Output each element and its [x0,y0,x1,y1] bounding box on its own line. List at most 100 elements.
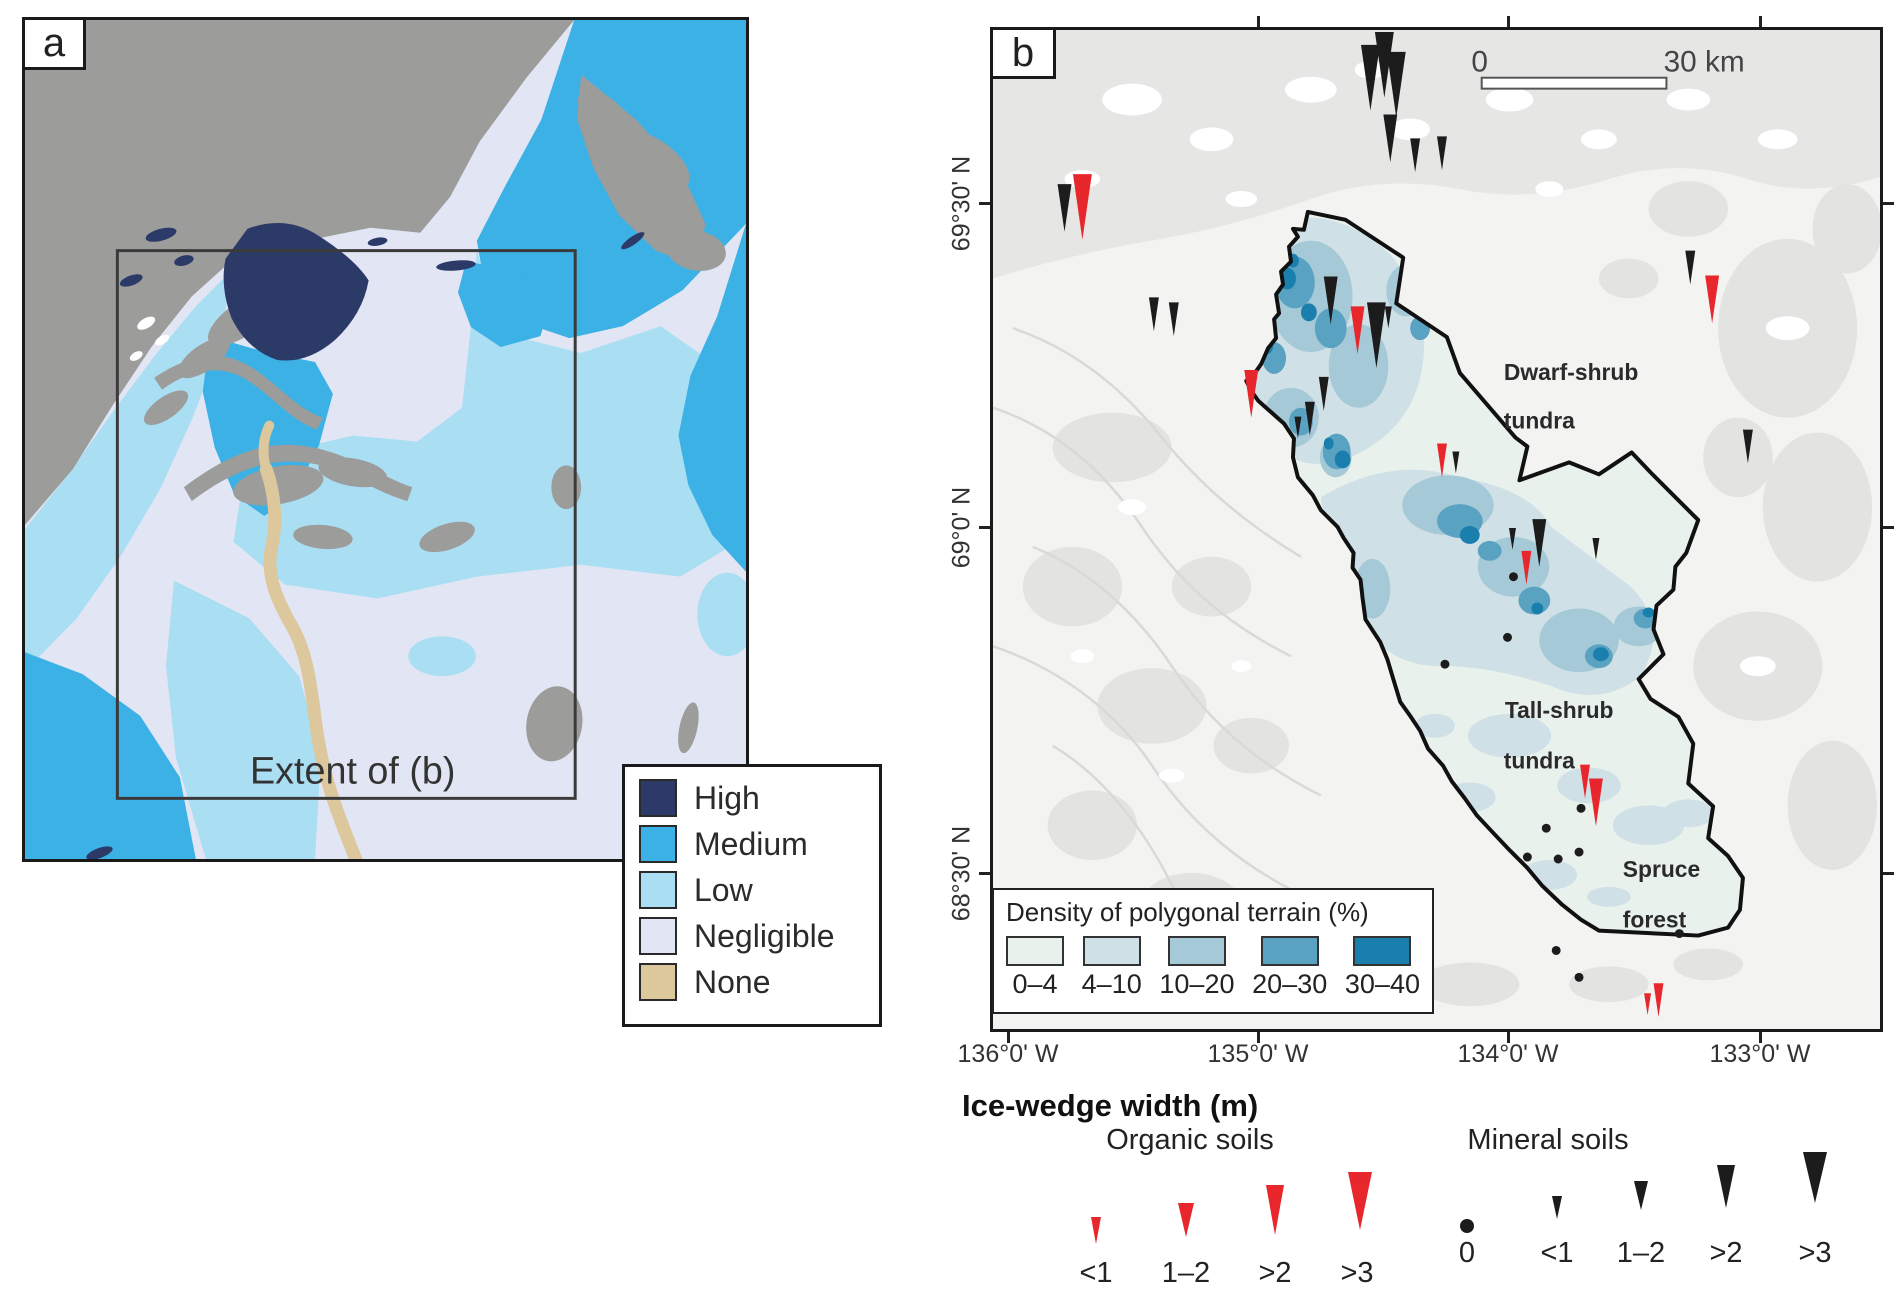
legend-mineral-wedge-1-2 [1634,1181,1648,1210]
extent-of-b-rectangle [115,249,577,800]
ice-wedge-legend-labels: <1 1–2 >2 >3 0 <1 1–2 >2 >3 [1079,1237,1831,1289]
density-item-20-30: 20–30 [1252,936,1327,1000]
mineral-class-1-2: 1–2 [1617,1237,1665,1269]
organic-wedge-marker [1072,174,1092,240]
scale-bar-start-label: 0 [1471,46,1488,79]
organic-wedge-marker [1705,275,1720,324]
legend-label-none: None [694,964,771,1000]
area-labels: Dwarf-shrub tundra Tall-shrub tundra Spr… [1504,359,1700,933]
label-tall-shrub-line1: Tall-shrub [1505,697,1614,723]
mineral-wedge-marker [1384,306,1392,329]
organic-wedge-marker [1653,983,1664,1018]
legend-swatch-negligible [639,917,677,955]
lat-label-68-30: 68°30' N [947,825,976,922]
organic-wedge-marker [1580,764,1590,799]
lon-label-134: 134°0' W [1457,1040,1559,1068]
mineral-class-lt1: <1 [1540,1237,1573,1269]
scale-bar-end-label: 30 km [1664,46,1745,79]
basemap-lakes [1064,60,1810,911]
mineral-wedge-marker [1318,376,1329,411]
mineral-wedge-marker [1304,401,1315,436]
legend-swatch-high [639,779,677,817]
lon-label-133: 133°0' W [1709,1040,1811,1068]
basemap-delta-channels [993,327,1322,996]
mineral-wedge-marker [1440,659,1450,669]
organic-wedge-marker [1521,550,1532,585]
legend-swatch-none [639,963,677,1001]
panel-a-legend: High Medium Low Negligible None [622,764,882,1027]
lon-tick-top-3 [1759,16,1762,27]
lon-tick-bottom-1 [1257,1032,1260,1043]
lat-tick-left-2 [979,526,990,529]
mineral-wedge-marker [1574,847,1584,857]
organic-class-gt3: >3 [1340,1257,1373,1289]
density-item-10-20: 10–20 [1159,936,1234,1000]
mineral-wedge-marker [1366,302,1386,368]
legend-row-high: High [639,779,879,817]
mineral-wedge-marker [1509,572,1518,582]
mineral-wedge-marker [1574,972,1584,982]
lon-tick-bottom-0 [1007,1032,1010,1043]
ice-wedge-markers-layer [1057,31,1753,1018]
mineral-wedge-marker [1685,250,1696,285]
density-label-4-10: 4–10 [1081,969,1142,999]
mineral-wedge-marker [1509,528,1516,550]
region-grey-group [25,20,726,762]
density-label-10-20: 10–20 [1159,969,1235,999]
label-dwarf-shrub-line1: Dwarf-shrub [1504,359,1639,385]
density-label-20-30: 20–30 [1252,969,1328,999]
mineral-wedge-marker [1592,537,1600,560]
ice-wedge-legend-title: Ice-wedge width (m) [962,1088,1259,1123]
organic-wedge-marker [1436,443,1447,478]
panel-b-letter: b [1011,30,1035,75]
lat-tick-right-1 [1883,202,1894,205]
density-legend: Density of polygonal terrain (%) 0–4 4–1… [992,888,1434,1014]
legend-label-negligible: Negligible [694,918,835,954]
density-swatch-20-30 [1260,936,1319,966]
basemap-north-band [993,30,1880,279]
mineral-class-gt3: >3 [1798,1237,1831,1269]
mineral-wedge-marker [1148,297,1159,332]
panel-a-letter: a [42,21,66,65]
mineral-wedge-marker [1532,519,1547,567]
mineral-wedge-marker [1541,823,1551,833]
lat-tick-right-3 [1883,872,1894,875]
region-high-group [86,223,645,859]
panel-b-map-graphic: Dwarf-shrub tundra Tall-shrub tundra Spr… [993,30,1880,1018]
density-swatch-0-4 [1006,936,1064,966]
lat-tick-right-2 [1883,526,1894,529]
mineral-wedge-marker [1674,929,1684,939]
legend-row-low: Low [639,871,879,909]
study-area-outline [1244,209,1745,938]
panel-a-map-graphic: Extent of (b) [25,20,746,859]
density-item-4-10: 4–10 [1082,936,1142,1000]
lon-label-135: 135°0' W [1207,1040,1309,1068]
lat-tick-left-3 [979,872,990,875]
density-swatch-4-10 [1082,936,1141,966]
mineral-wedge-marker [1553,854,1563,864]
mineral-wedge-marker [1294,416,1302,439]
mineral-soils-header: Mineral soils [1467,1124,1629,1156]
mineral-wedge-marker [1436,136,1447,171]
extent-of-b-label: Extent of (b) [250,749,456,791]
label-spruce-line1: Spruce [1623,856,1700,882]
organic-class-1-2: 1–2 [1162,1257,1210,1289]
organic-wedge-marker [1350,306,1365,355]
mineral-wedge-marker [1386,51,1406,118]
panel-b-map: Dwarf-shrub tundra Tall-shrub tundra Spr… [990,27,1883,1032]
organic-wedge-marker [1644,993,1652,1016]
lon-tick-top-2 [1507,16,1510,27]
label-dwarf-shrub-line2: tundra [1504,408,1575,434]
legend-row-negligible: Negligible [639,917,879,955]
lat-label-69-30: 69°30' N [947,155,976,252]
legend-label-low: Low [694,872,753,908]
mineral-wedge-marker [1452,451,1460,474]
legend-label-medium: Medium [694,826,808,862]
mineral-wedge-marker [1383,114,1398,163]
legend-organic-wedge-gt2 [1266,1185,1284,1235]
density-legend-row: 0–4 4–10 10–20 20–30 30–40 [1004,936,1422,1000]
panel-a-map: Extent of (b) a [22,17,749,862]
mineral-wedge-marker [1551,945,1561,955]
mineral-wedge-marker [1503,632,1512,642]
legend-organic-wedge-1-2 [1178,1203,1194,1237]
